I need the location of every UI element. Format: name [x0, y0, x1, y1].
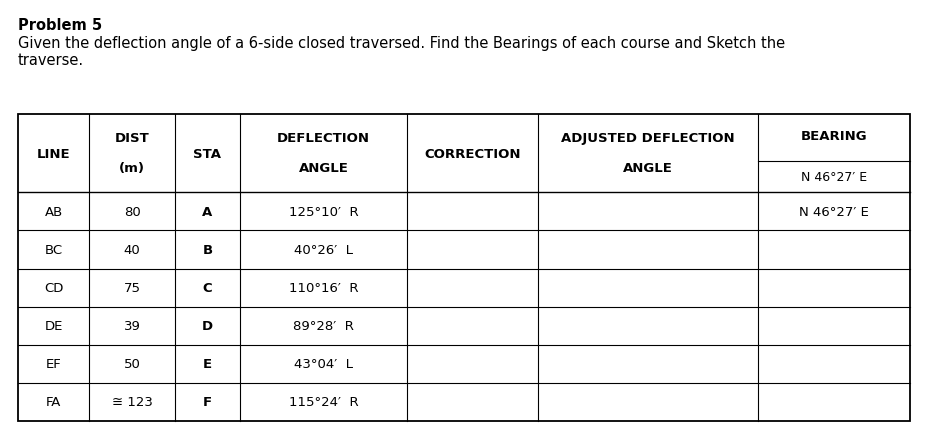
Text: DIST: DIST [115, 132, 149, 145]
Text: B: B [202, 243, 212, 256]
Text: 125°10′  R: 125°10′ R [288, 205, 358, 219]
Text: C: C [202, 282, 212, 294]
Text: BEARING: BEARING [800, 130, 867, 142]
Text: 89°28′  R: 89°28′ R [293, 320, 354, 332]
Text: N 46°27′ E: N 46°27′ E [800, 171, 866, 184]
Text: EF: EF [45, 357, 61, 371]
Text: ANGLE: ANGLE [298, 161, 349, 174]
Text: 40: 40 [123, 243, 140, 256]
Text: N 46°27′ E: N 46°27′ E [798, 205, 868, 219]
Text: FA: FA [45, 395, 61, 409]
Text: STA: STA [194, 147, 222, 160]
Text: DE: DE [44, 320, 63, 332]
Text: (m): (m) [119, 161, 145, 174]
Text: 39: 39 [123, 320, 140, 332]
Text: LINE: LINE [37, 147, 70, 160]
Bar [18, 115, 909, 421]
Text: ADJUSTED DEFLECTION: ADJUSTED DEFLECTION [561, 132, 734, 145]
Text: ANGLE: ANGLE [623, 161, 672, 174]
Text: CD: CD [44, 282, 63, 294]
Text: F: F [203, 395, 212, 409]
Text: 75: 75 [123, 282, 141, 294]
Text: ≅ 123: ≅ 123 [111, 395, 152, 409]
Text: 115°24′  R: 115°24′ R [288, 395, 358, 409]
Text: BC: BC [44, 243, 63, 256]
Text: Problem 5: Problem 5 [18, 18, 102, 33]
Text: 80: 80 [123, 205, 140, 219]
Text: 43°04′  L: 43°04′ L [294, 357, 353, 371]
Text: D: D [202, 320, 213, 332]
Text: DEFLECTION: DEFLECTION [277, 132, 370, 145]
Text: E: E [203, 357, 212, 371]
Text: A: A [202, 205, 212, 219]
Text: 40°26′  L: 40°26′ L [294, 243, 353, 256]
Text: 110°16′  R: 110°16′ R [288, 282, 358, 294]
Text: 50: 50 [123, 357, 140, 371]
Text: traverse.: traverse. [18, 53, 84, 68]
Text: CORRECTION: CORRECTION [425, 147, 521, 160]
Text: Given the deflection angle of a 6-side closed traversed. Find the Bearings of ea: Given the deflection angle of a 6-side c… [18, 36, 784, 51]
Text: AB: AB [44, 205, 63, 219]
